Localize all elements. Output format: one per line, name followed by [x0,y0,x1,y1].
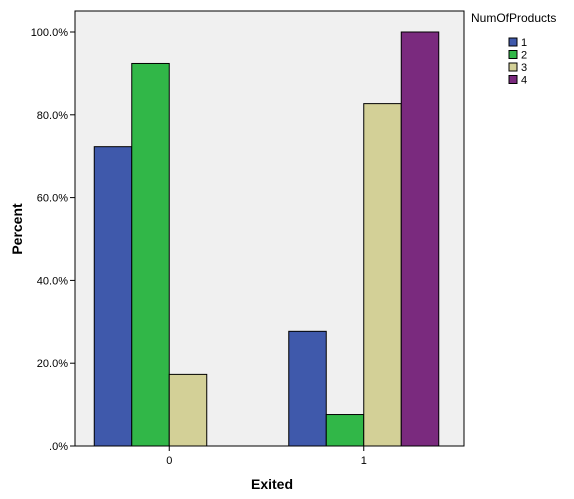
bar-1-series-3 [363,103,402,447]
bar-1-series-1 [288,330,327,447]
y-tick-label: .0% [49,441,68,453]
legend-label: 2 [521,50,527,62]
bar-0-series-2 [131,62,170,447]
x-axis-title: Exited [251,476,293,492]
y-axis: .0% 20.0% 40.0% 60.0% 80.0% 100.0% [31,27,75,453]
legend-swatch [508,37,518,47]
bar-1-series-2 [325,414,365,447]
legend-swatch [508,62,518,72]
bar-0-series-1 [93,146,133,447]
x-tick-label: 0 [166,455,172,467]
legend-label: 4 [521,75,527,87]
legend-label: 1 [521,37,527,49]
legend-swatch [508,50,518,59]
y-axis-title: Percent [9,203,25,255]
y-tick-label: 80.0% [37,110,68,122]
y-tick-label: 100.0% [31,27,69,39]
bars [93,31,440,447]
legend-label: 3 [521,62,527,74]
x-tick-label: 1 [361,455,367,467]
bar-1-series-4 [400,31,440,447]
legend-swatch [508,75,518,84]
y-tick-label: 60.0% [37,193,68,205]
y-tick-label: 20.0% [37,358,68,370]
y-tick-label: 40.0% [37,275,68,287]
legend-title: NumOfProducts [471,11,556,25]
bar-0-series-3 [168,373,208,447]
